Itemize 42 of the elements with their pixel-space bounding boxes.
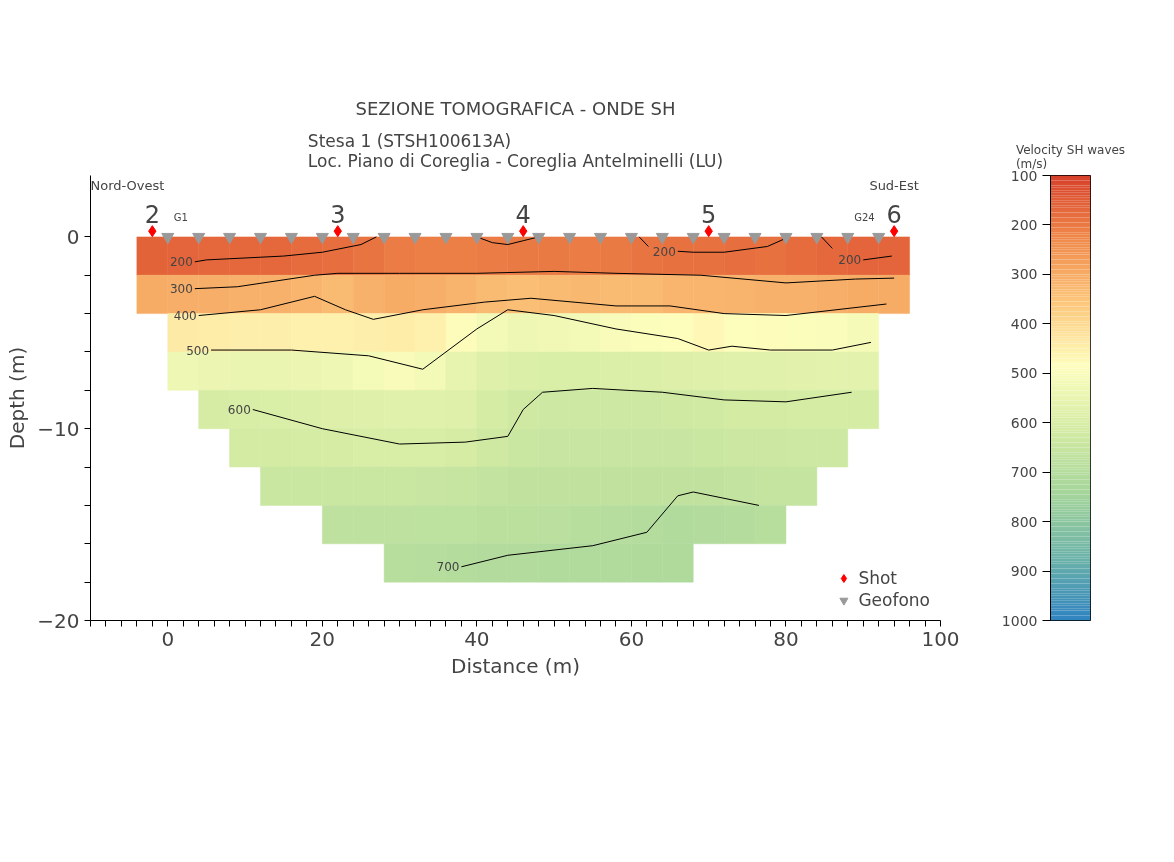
x-tick-label: 20 xyxy=(309,626,336,651)
x-axis-title: Distance (m) xyxy=(451,653,580,678)
y-axis-title: Depth (m) xyxy=(5,346,30,450)
annotation: G1 xyxy=(173,211,188,223)
annotation: 2 xyxy=(144,201,160,230)
color-bar-label: 300 xyxy=(1010,266,1038,283)
color-bar-label: 1000 xyxy=(1001,612,1038,629)
annotation: G24 xyxy=(854,211,875,223)
color-bar-label: 200 xyxy=(1010,216,1038,233)
x-tick-label: 60 xyxy=(618,626,645,651)
legend-label: Geofono xyxy=(858,590,930,610)
series-label: 200 xyxy=(838,253,862,268)
annotation: Nord-Ovest xyxy=(90,177,165,193)
annotation: 4 xyxy=(515,201,531,230)
color-bar-label: 800 xyxy=(1010,513,1038,530)
color-bar-label: 600 xyxy=(1010,414,1038,431)
color-bar-title: Velocity SH waves (m/s) xyxy=(1015,142,1126,171)
annotation: 6 xyxy=(886,201,902,230)
color-bar-label: 400 xyxy=(1010,315,1038,332)
series-label: 400 xyxy=(173,309,197,324)
series-label: 700 xyxy=(436,560,460,575)
chart-subtitle: Stesa 1 (STSH100613A) Loc. Piano di Coreglia - Coreglia Antelminelli (LU) xyxy=(307,130,724,171)
color-bar-label: 900 xyxy=(1010,563,1038,580)
color-bar-label: 500 xyxy=(1010,365,1038,382)
legend-label: Shot xyxy=(858,568,898,588)
series-label: 500 xyxy=(186,343,210,358)
annotation: Sud-Est xyxy=(869,177,919,193)
series-label: 200 xyxy=(169,255,193,270)
annotation: 5 xyxy=(701,201,717,230)
x-tick-label: 40 xyxy=(464,626,490,651)
color-bar-label: 700 xyxy=(1010,464,1038,481)
x-tick-label: 100 xyxy=(921,626,960,651)
x-tick-label: 0 xyxy=(161,626,175,651)
series-label: 300 xyxy=(169,282,193,297)
y-tick-label: 0 xyxy=(66,224,80,249)
series-label: 600 xyxy=(227,403,251,418)
y-tick-label: −10 xyxy=(37,416,80,441)
y-tick-label: −20 xyxy=(37,608,80,633)
chart-title: SEZIONE TOMOGRAFICA - ONDE SH xyxy=(355,97,676,119)
series-label: 200 xyxy=(652,244,676,259)
annotation: 3 xyxy=(330,201,346,230)
x-tick-label: 80 xyxy=(773,626,799,651)
